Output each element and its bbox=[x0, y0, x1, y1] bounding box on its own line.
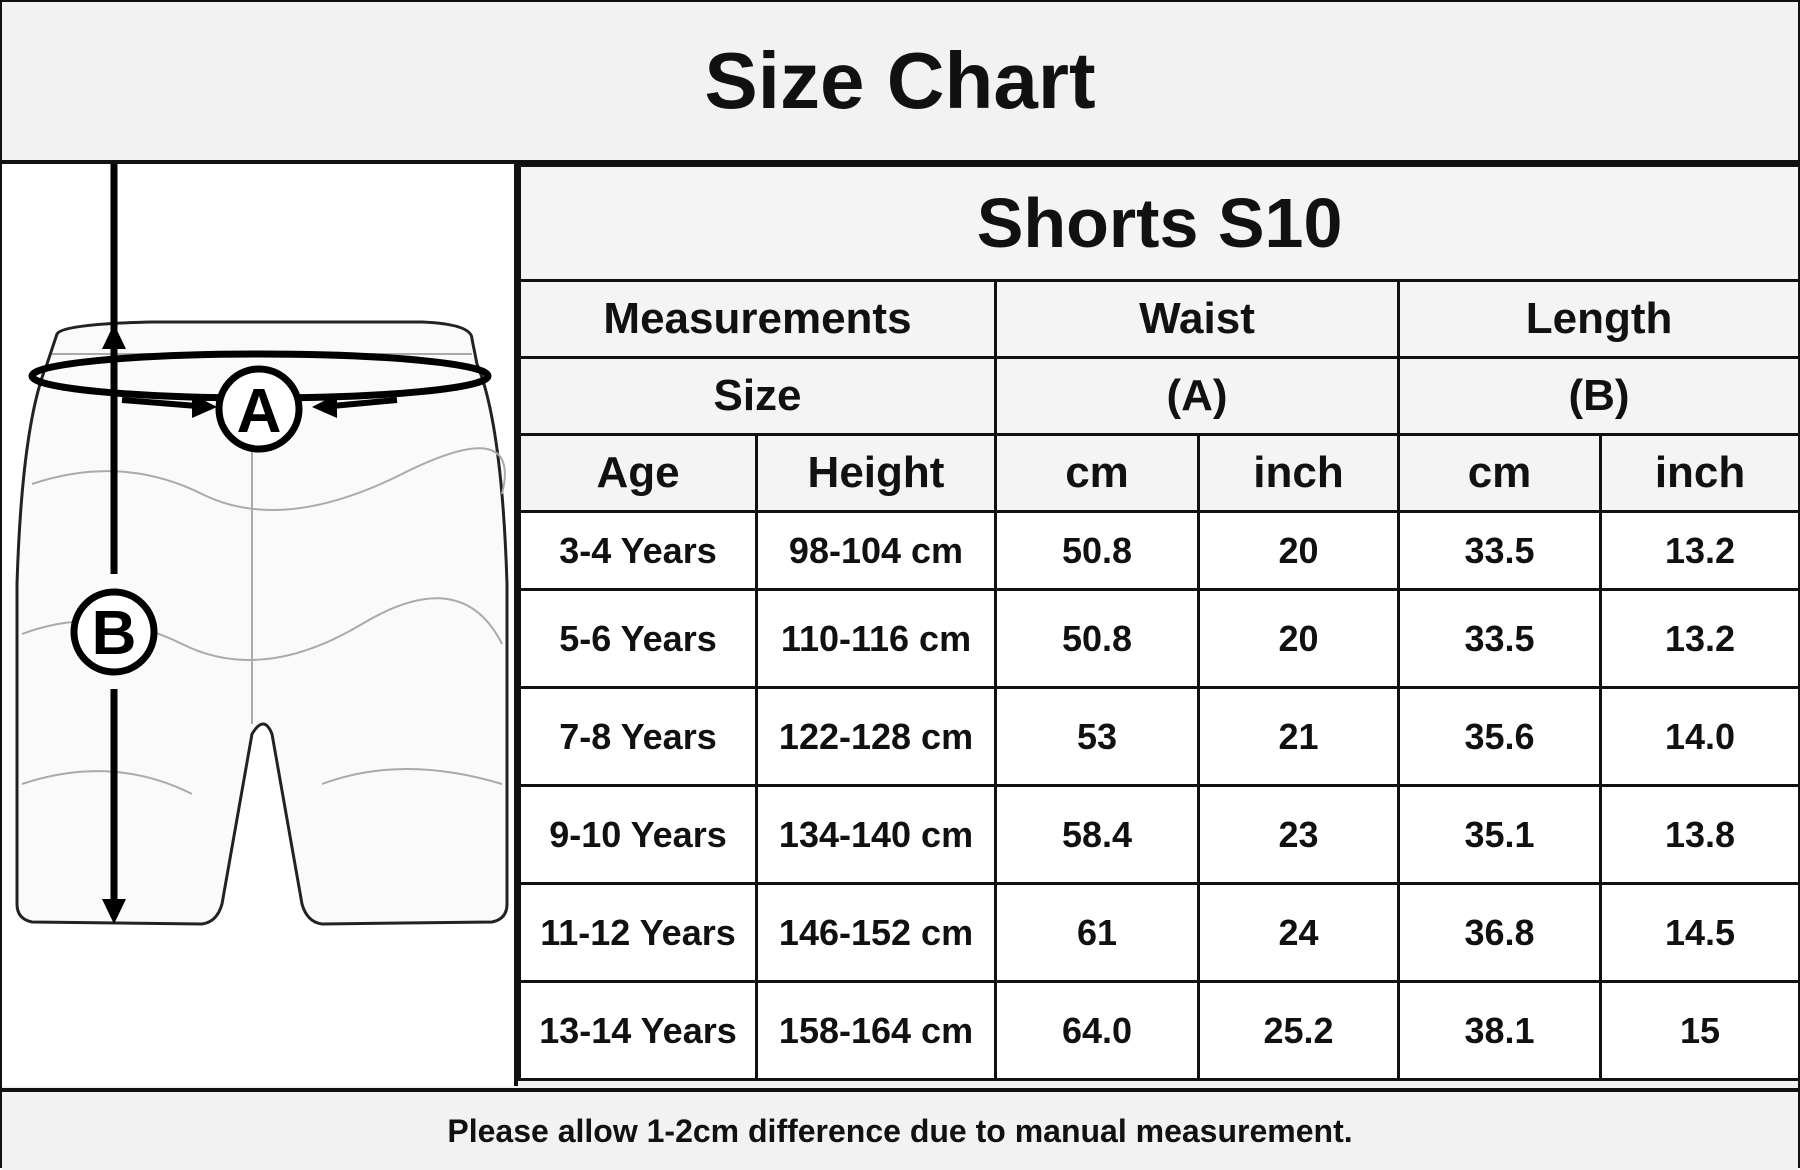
cell-age: 3-4 Years bbox=[518, 510, 758, 591]
header-height: Height bbox=[755, 433, 997, 513]
cell-length-inch: 13.2 bbox=[1598, 588, 1800, 689]
table-row: 7-8 Years 122-128 cm 53 21 35.6 14.0 bbox=[518, 686, 1800, 787]
cell-waist-inch: 20 bbox=[1197, 588, 1400, 689]
cell-length-inch: 15 bbox=[1598, 980, 1800, 1081]
cell-length-cm: 35.6 bbox=[1397, 686, 1602, 787]
cell-waist-cm: 50.8 bbox=[994, 510, 1200, 591]
header-waist: Waist bbox=[994, 279, 1400, 359]
cell-length-inch: 14.0 bbox=[1598, 686, 1800, 787]
shorts-diagram-icon: A B bbox=[15, 164, 509, 926]
cell-length-cm: 35.1 bbox=[1397, 784, 1602, 885]
cell-length-inch: 13.8 bbox=[1598, 784, 1800, 885]
table-row: 3-4 Years 98-104 cm 50.8 20 33.5 13.2 bbox=[518, 510, 1800, 591]
cell-waist-inch: 21 bbox=[1197, 686, 1400, 787]
cell-waist-inch: 25.2 bbox=[1197, 980, 1400, 1081]
cell-height: 146-152 cm bbox=[755, 882, 997, 983]
header-waist-inch: inch bbox=[1197, 433, 1400, 513]
cell-waist-inch: 24 bbox=[1197, 882, 1400, 983]
header-length-code: (B) bbox=[1396, 356, 1800, 436]
header-waist-code: (A) bbox=[994, 356, 1400, 436]
header-waist-cm: cm bbox=[994, 433, 1200, 513]
diagram-panel: A B bbox=[2, 164, 518, 1086]
table-row: 13-14 Years 158-164 cm 64.0 25.2 38.1 15 bbox=[518, 980, 1800, 1081]
header-size: Size bbox=[518, 356, 997, 436]
cell-age: 7-8 Years bbox=[518, 686, 758, 787]
cell-height: 122-128 cm bbox=[755, 686, 997, 787]
cell-waist-cm: 50.8 bbox=[994, 588, 1200, 689]
cell-height: 98-104 cm bbox=[755, 510, 997, 591]
footer-note: Please allow 1-2cm difference due to man… bbox=[2, 1088, 1798, 1170]
cell-waist-cm: 58.4 bbox=[994, 784, 1200, 885]
cell-age: 9-10 Years bbox=[518, 784, 758, 885]
size-table: Shorts S10 Measurements Waist Length Siz… bbox=[517, 164, 1800, 1081]
cell-waist-cm: 64.0 bbox=[994, 980, 1200, 1081]
cell-height: 134-140 cm bbox=[755, 784, 997, 885]
cell-waist-cm: 53 bbox=[994, 686, 1200, 787]
label-a: A bbox=[237, 377, 282, 446]
cell-height: 110-116 cm bbox=[755, 588, 997, 689]
cell-length-inch: 13.2 bbox=[1598, 510, 1800, 591]
page-title: Size Chart bbox=[2, 2, 1798, 164]
cell-age: 13-14 Years bbox=[518, 980, 758, 1081]
cell-age: 5-6 Years bbox=[518, 588, 758, 689]
label-b: B bbox=[92, 599, 137, 668]
header-age: Age bbox=[518, 433, 758, 513]
cell-length-inch: 14.5 bbox=[1598, 882, 1800, 983]
cell-waist-cm: 61 bbox=[994, 882, 1200, 983]
product-title: Shorts S10 bbox=[517, 164, 1800, 282]
table-row: 5-6 Years 110-116 cm 50.8 20 33.5 13.2 bbox=[518, 588, 1800, 689]
cell-height: 158-164 cm bbox=[755, 980, 997, 1081]
header-length: Length bbox=[1396, 279, 1800, 359]
table-row: 9-10 Years 134-140 cm 58.4 23 35.1 13.8 bbox=[518, 784, 1800, 885]
cell-age: 11-12 Years bbox=[518, 882, 758, 983]
cell-length-cm: 33.5 bbox=[1397, 588, 1602, 689]
header-length-inch: inch bbox=[1598, 433, 1800, 513]
cell-waist-inch: 20 bbox=[1197, 510, 1400, 591]
cell-length-cm: 36.8 bbox=[1397, 882, 1602, 983]
header-length-cm: cm bbox=[1397, 433, 1602, 513]
cell-length-cm: 33.5 bbox=[1397, 510, 1602, 591]
header-measurements: Measurements bbox=[518, 279, 997, 359]
table-row: 11-12 Years 146-152 cm 61 24 36.8 14.5 bbox=[518, 882, 1800, 983]
cell-waist-inch: 23 bbox=[1197, 784, 1400, 885]
cell-length-cm: 38.1 bbox=[1397, 980, 1602, 1081]
